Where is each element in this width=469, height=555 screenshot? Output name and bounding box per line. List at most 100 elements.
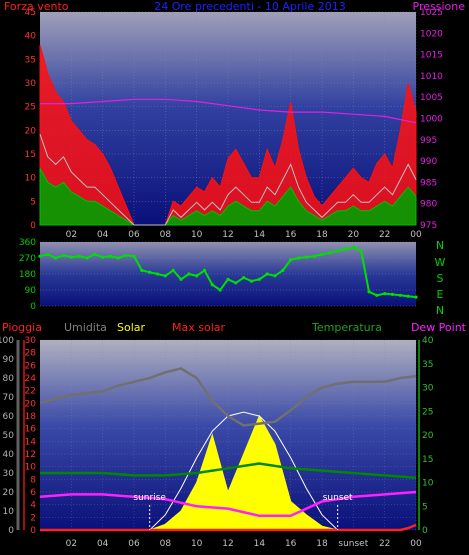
direction-point [101, 255, 105, 259]
weather-x-tick: 02 [66, 539, 77, 549]
temperature-axis-tick: 5 [422, 502, 428, 512]
direction-point [195, 274, 199, 278]
percent-axis-tick: 80 [3, 374, 15, 384]
percent-axis-tick: 40 [3, 450, 15, 460]
direction-point [312, 254, 316, 258]
rain-axis-tick: 18 [25, 412, 37, 422]
temperature-axis-tick: 15 [422, 455, 433, 465]
direction-point [296, 256, 301, 260]
direction-point [273, 274, 277, 278]
direction-point [202, 268, 207, 272]
wind-x-tick: 06 [128, 230, 140, 240]
direction-point [320, 252, 324, 256]
wind-x-tick: 18 [316, 230, 328, 240]
direction-point [281, 268, 285, 272]
series-temperature [40, 462, 417, 480]
direction-point [85, 256, 89, 260]
sunset-label: sunset [323, 493, 353, 503]
wind-axis-tick: 35 [25, 55, 36, 65]
wind-axis-tick: 10 [25, 174, 37, 184]
series-pressure [40, 98, 417, 124]
rain-axis-tick: 30 [25, 336, 37, 346]
rain-axis-tick: 4 [30, 501, 36, 511]
direction-point [69, 255, 73, 259]
pressure-axis-tick: 985 [420, 178, 437, 188]
weather-x-tick: sunset [338, 539, 368, 549]
percent-axis-tick: 100 [0, 336, 14, 346]
direction-point [226, 277, 230, 281]
pressure-axis-tick: 990 [420, 157, 437, 167]
sunrise-label: sunrise [133, 493, 166, 503]
direction-point [187, 272, 191, 276]
direction-point [390, 292, 395, 296]
rain-title: Pioggia [2, 321, 42, 334]
percent-axis-tick: 10 [3, 507, 15, 517]
pressure-axis-tick: 1000 [420, 115, 443, 125]
wind-x-tick: 12 [222, 230, 233, 240]
temperature-axis-tick: 25 [422, 407, 433, 417]
direction-point [289, 258, 293, 262]
direction-point [242, 276, 246, 280]
wind-x-tick: 04 [97, 230, 109, 240]
direction-axis-tick: 270 [19, 254, 36, 264]
chart-date-title: 24 Ore precedenti - 10 Aprile 2013 [154, 0, 346, 13]
temperature-axis-tick: 40 [422, 336, 434, 346]
direction-point [359, 249, 363, 253]
direction-point [108, 254, 113, 258]
pressure-axis-tick: 995 [420, 136, 437, 146]
direction-point [124, 253, 128, 257]
weather-x-tick: 10 [191, 539, 203, 549]
direction-point [398, 293, 402, 297]
direction-point [54, 256, 58, 260]
direction-point [140, 268, 144, 272]
weather-x-tick: 22 [379, 539, 390, 549]
wind-axis-tick: 40 [25, 32, 37, 42]
rain-axis-tick: 24 [25, 374, 37, 384]
series-mean-wind [39, 133, 417, 226]
series-solar [149, 414, 338, 531]
compass-label-w: W [435, 256, 446, 269]
pressure-axis-tick: 1020 [420, 29, 443, 39]
percent-axis-tick: 30 [3, 469, 15, 479]
temperature-axis-tick: 20 [422, 431, 434, 441]
percent-axis-tick: 20 [3, 488, 15, 498]
direction-axis-tick: 0 [30, 302, 36, 312]
direction-point [77, 254, 81, 258]
wind-axis-tick: 15 [25, 150, 36, 160]
percent-axis-tick: 70 [3, 393, 15, 403]
wind-axis-tick: 5 [30, 197, 36, 207]
wind-x-tick: 10 [191, 230, 203, 240]
wind-x-tick: 14 [254, 230, 266, 240]
direction-axis-tick: 180 [19, 270, 36, 280]
direction-point [171, 268, 175, 272]
compass-label-n-top: N [436, 239, 444, 252]
direction-point [257, 277, 261, 281]
direction-point [414, 295, 418, 299]
pressure-axis-tick: 1015 [420, 51, 443, 61]
wind-axis-tick: 45 [25, 8, 36, 18]
rain-axis-tick: 8 [30, 475, 36, 485]
temperature-axis-tick: 10 [422, 479, 434, 489]
direction-point [132, 254, 136, 258]
direction-point [265, 272, 269, 276]
rain-axis-tick: 22 [25, 387, 36, 397]
direction-point [249, 279, 254, 283]
weather-x-tick: 08 [160, 539, 172, 549]
weather-x-tick: 18 [316, 539, 328, 549]
wind-x-tick: 02 [66, 230, 77, 240]
rain-axis-tick: 0 [30, 526, 36, 536]
direction-point [61, 253, 66, 257]
weather-x-tick: 14 [254, 539, 266, 549]
percent-axis-tick: 50 [3, 431, 15, 441]
dew-point-title: Dew Point [411, 321, 467, 334]
rain-axis-tick: 10 [25, 463, 37, 473]
rain-axis-tick: 6 [30, 488, 36, 498]
weather-x-tick: 16 [285, 539, 297, 549]
direction-axis-tick: 360 [19, 238, 36, 248]
direction-point [406, 294, 410, 298]
temperature-title: Temperatura [311, 321, 382, 334]
direction-point [328, 251, 332, 255]
weather-x-tick: 04 [97, 539, 109, 549]
direction-point [116, 256, 120, 260]
rain-axis-tick: 2 [30, 513, 36, 523]
